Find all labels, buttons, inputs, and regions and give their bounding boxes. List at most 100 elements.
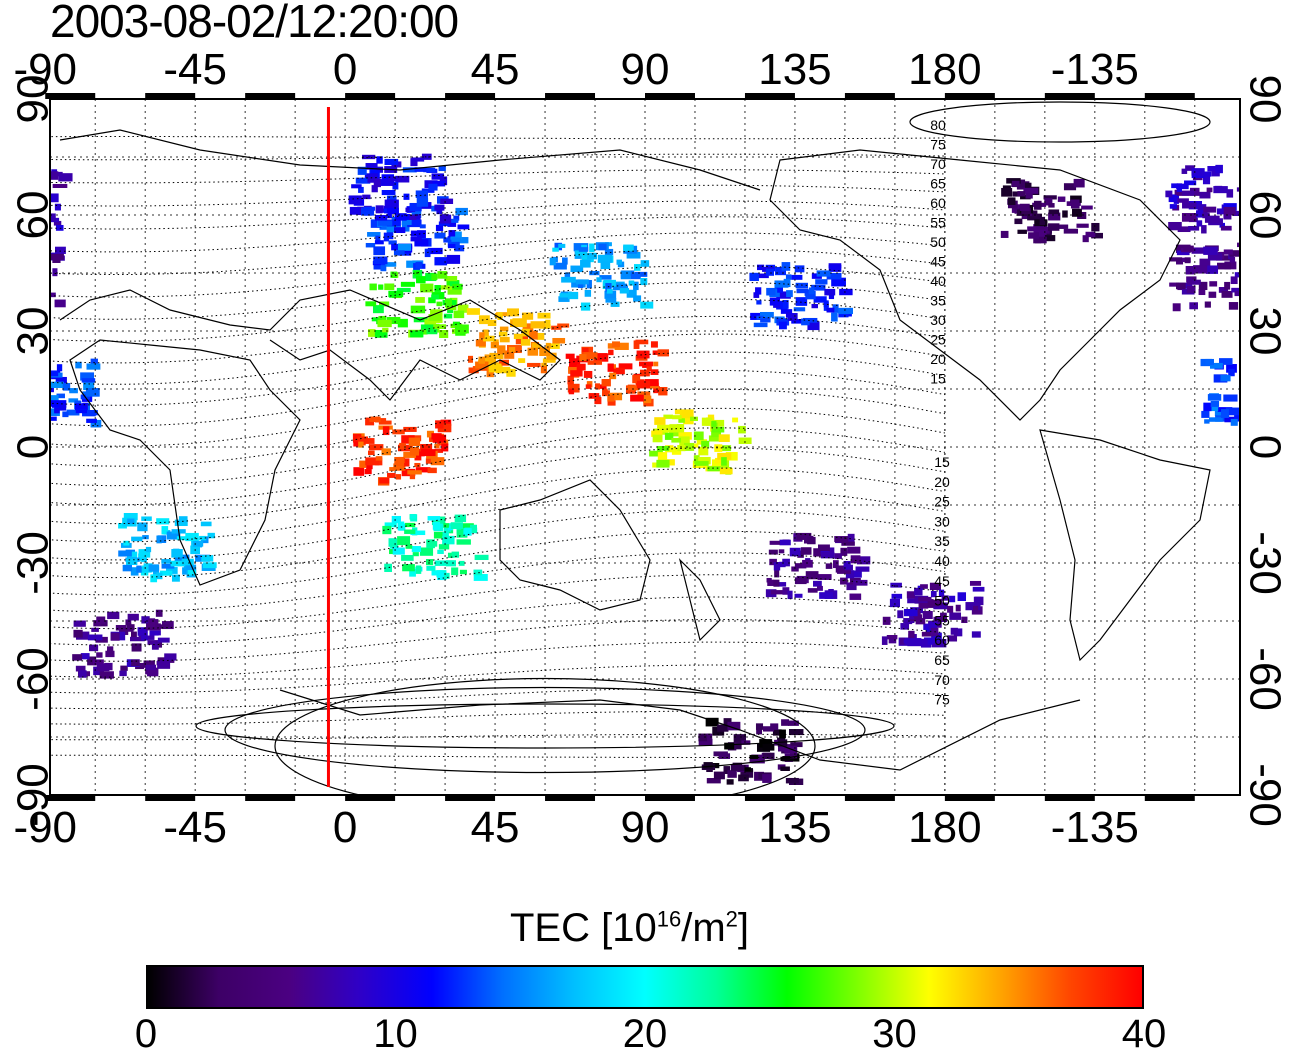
tec-cell bbox=[815, 279, 827, 284]
tec-cell bbox=[500, 327, 508, 332]
tec-cell bbox=[579, 354, 586, 361]
tec-cell bbox=[584, 371, 592, 378]
tec-cell bbox=[1240, 243, 1250, 252]
tec-cell bbox=[448, 244, 455, 248]
tec-cell bbox=[381, 448, 390, 455]
tec-cell bbox=[617, 260, 622, 265]
mlat-label: 70 bbox=[930, 156, 946, 172]
tec-cell bbox=[856, 566, 870, 571]
tec-cell bbox=[727, 779, 734, 784]
tec-cell bbox=[1170, 204, 1177, 209]
tec-cell bbox=[817, 270, 831, 276]
mlat-label: 35 bbox=[934, 533, 950, 549]
tec-cell bbox=[774, 280, 788, 287]
tec-cell bbox=[623, 245, 634, 252]
tec-cell bbox=[1204, 419, 1209, 423]
tec-cell bbox=[970, 581, 981, 586]
tec-cell bbox=[401, 555, 414, 561]
lat-tick-label-right: 30 bbox=[1241, 307, 1290, 356]
tec-cell bbox=[788, 591, 793, 599]
tec-cell bbox=[839, 289, 852, 295]
tec-cell bbox=[1211, 401, 1219, 407]
tec-cell bbox=[1208, 394, 1221, 401]
tec-cell bbox=[1207, 166, 1216, 171]
tec-cell bbox=[766, 269, 774, 276]
coastline bbox=[70, 340, 300, 585]
tec-cell bbox=[545, 320, 550, 329]
tec-cell bbox=[457, 539, 471, 544]
tec-cell bbox=[827, 308, 835, 313]
tec-cell bbox=[454, 311, 465, 318]
tec-cell bbox=[1240, 260, 1254, 265]
tec-cell bbox=[965, 602, 980, 610]
tec-cell bbox=[923, 611, 933, 619]
tec-cell bbox=[972, 631, 981, 637]
tec-cell bbox=[434, 205, 444, 211]
tec-cell bbox=[1197, 220, 1203, 226]
tec-cell bbox=[1191, 280, 1201, 285]
tec-cell bbox=[148, 618, 155, 627]
tec-cell bbox=[369, 284, 376, 291]
tec-cell bbox=[1244, 372, 1258, 377]
tec-cell bbox=[579, 247, 588, 252]
tec-cell bbox=[840, 548, 847, 554]
tec-cell bbox=[738, 775, 749, 782]
tec-cell bbox=[451, 237, 460, 241]
frame-bar-segment bbox=[845, 795, 895, 801]
tec-cell bbox=[651, 341, 658, 347]
tec-cell bbox=[586, 384, 592, 389]
tec-cell bbox=[100, 671, 114, 678]
tec-cell bbox=[1222, 291, 1233, 298]
tec-cell bbox=[1086, 232, 1096, 237]
lon-tick-label-top: -135 bbox=[1051, 45, 1139, 94]
tec-cell bbox=[62, 411, 68, 417]
tec-cell bbox=[732, 418, 738, 423]
tec-cell bbox=[379, 421, 392, 425]
tec-cell bbox=[654, 417, 665, 425]
tec-cell bbox=[500, 337, 510, 342]
tec-cell bbox=[1224, 207, 1236, 215]
frame-bar-segment bbox=[1145, 795, 1195, 801]
tec-patch-patagonia bbox=[72, 610, 176, 679]
tec-cell bbox=[719, 434, 730, 442]
tec-cell bbox=[786, 778, 799, 783]
tec-cell bbox=[455, 515, 466, 523]
tec-cell bbox=[612, 341, 620, 347]
lat-tick-label-left: -90 bbox=[9, 763, 58, 827]
tec-cell bbox=[388, 208, 399, 214]
lat-tick-label-left: 30 bbox=[9, 307, 58, 356]
tec-cell bbox=[973, 587, 985, 592]
tec-cell bbox=[437, 550, 444, 554]
tec-cell bbox=[417, 198, 428, 207]
lon-tick-label-bottom: 90 bbox=[621, 803, 670, 852]
tec-cell bbox=[887, 635, 898, 639]
tec-cell bbox=[1165, 191, 1172, 198]
tec-cell bbox=[475, 555, 489, 560]
tec-cell bbox=[146, 665, 156, 670]
tec-cell bbox=[704, 762, 713, 769]
tec-cell bbox=[824, 289, 835, 296]
mlat-label: 60 bbox=[930, 195, 946, 211]
mlat-contour bbox=[0, 370, 945, 446]
tec-cell bbox=[428, 516, 441, 520]
tec-patch-new-zealand bbox=[882, 581, 985, 648]
tec-cell bbox=[883, 617, 891, 625]
tec-cell bbox=[1064, 229, 1078, 234]
tec-cell bbox=[603, 390, 610, 394]
colorbar-tick-label: 10 bbox=[373, 1012, 418, 1057]
tec-cell bbox=[1023, 188, 1038, 194]
mlat-label: 55 bbox=[934, 612, 950, 628]
tec-cell bbox=[1205, 301, 1211, 307]
tec-cell bbox=[53, 184, 68, 188]
tec-cell bbox=[1240, 284, 1247, 291]
tec-cell bbox=[1224, 249, 1233, 254]
tec-cell bbox=[607, 289, 613, 294]
tec-cell bbox=[918, 597, 931, 601]
tec-cell bbox=[1017, 191, 1025, 196]
tec-cell bbox=[160, 624, 170, 629]
tec-cell bbox=[1168, 222, 1182, 230]
tec-cell bbox=[841, 542, 855, 546]
tec-cell bbox=[440, 199, 453, 204]
tec-cell bbox=[448, 289, 462, 295]
tec-cell bbox=[376, 456, 383, 460]
